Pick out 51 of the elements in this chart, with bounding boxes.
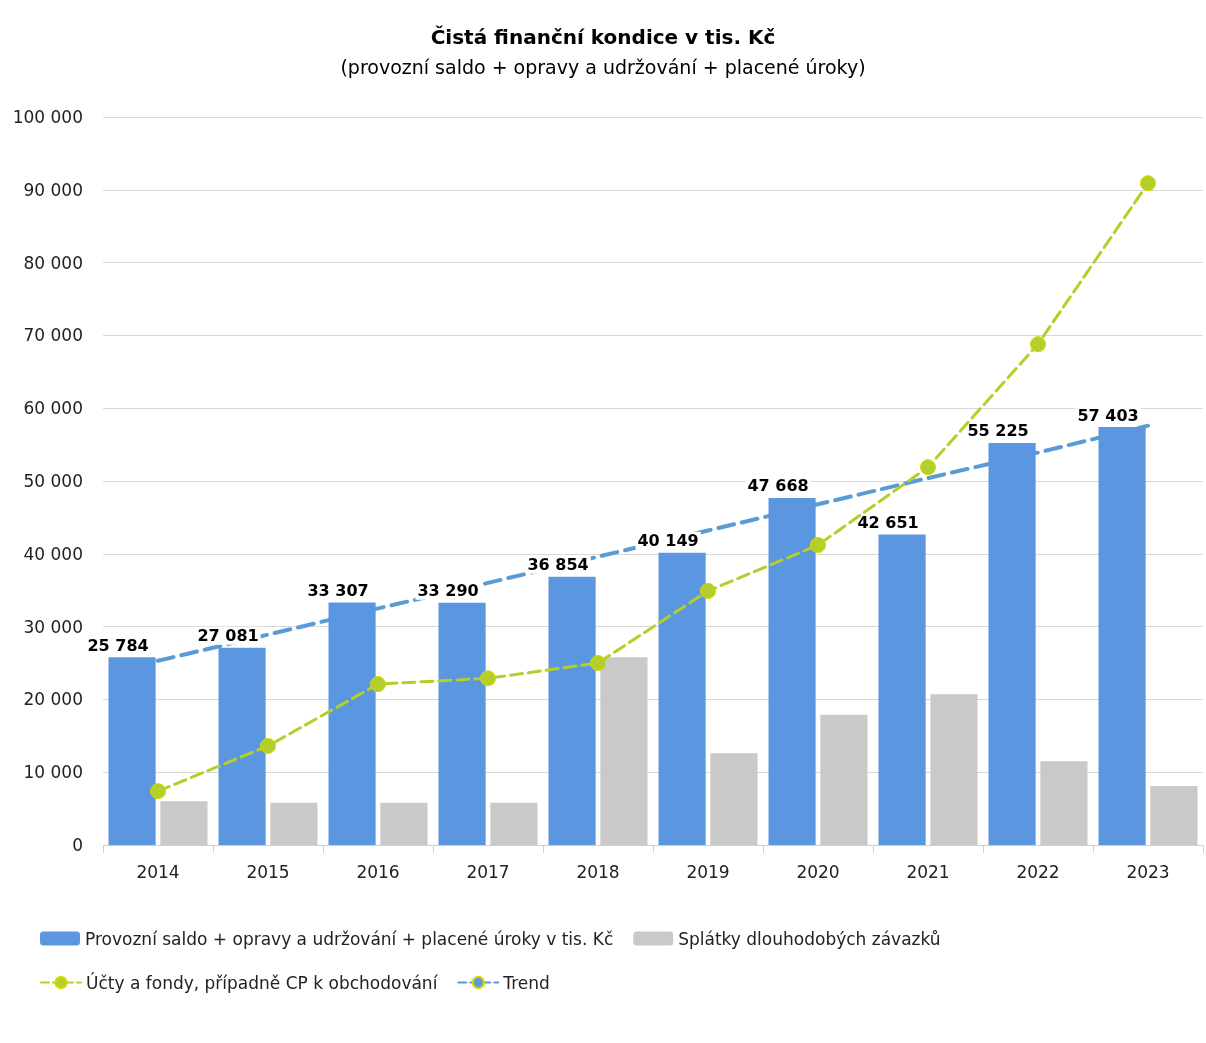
- data-label: 55 225: [967, 421, 1029, 441]
- point: [370, 676, 386, 693]
- bar: [878, 534, 926, 845]
- x-tick-label: 2018: [576, 861, 620, 882]
- point: [480, 670, 496, 687]
- data-label: 42 651: [857, 513, 919, 532]
- data-label: 33 307: [307, 581, 369, 601]
- bar: [438, 602, 486, 845]
- y-tick-label: 60 000: [23, 398, 83, 419]
- legend-label: Trend: [502, 972, 550, 993]
- data-label: 33 290: [417, 581, 479, 601]
- data-label: 27 081: [197, 626, 259, 646]
- chart-subtitle: (provozní saldo + opravy a udržování + placené úroky): [340, 55, 866, 78]
- y-tick-label: 70 000: [23, 325, 83, 346]
- y-tick-label: 80 000: [23, 252, 83, 273]
- point: [1140, 175, 1156, 192]
- x-tick-label: 2017: [466, 861, 510, 882]
- point: [590, 655, 606, 671]
- y-tick-label: 10 000: [23, 762, 83, 783]
- x-tick-label: 2015: [246, 861, 290, 882]
- data-label: 36 854: [527, 555, 589, 575]
- legend-label: Provozní saldo + opravy a udržování + placené úroky v tis. Kč: [85, 928, 614, 949]
- y-tick-label: 20 000: [23, 689, 83, 710]
- x-tick-label: 2020: [796, 861, 840, 882]
- data-label: 25 784: [87, 635, 149, 655]
- x-tick-label: 2022: [1016, 861, 1060, 882]
- point: [810, 537, 826, 554]
- bar: [548, 576, 596, 845]
- y-tick-label: 90 000: [23, 179, 83, 200]
- y-tick-label: 0: [72, 835, 83, 855]
- data-label: 40 149: [637, 531, 699, 551]
- y-tick-label: 40 000: [23, 543, 83, 564]
- chart-title: Čistá finanční kondice v tis. Kč: [430, 25, 776, 49]
- x-tick-label: 2019: [686, 861, 730, 882]
- y-tick-label: 30 000: [23, 616, 83, 637]
- x-tick-label: 2014: [136, 861, 180, 882]
- y-tick-label: 100 000: [12, 107, 83, 127]
- y-tick-label: 50 000: [23, 471, 83, 491]
- bar: [658, 552, 706, 845]
- data-label: 57 403: [1077, 405, 1139, 425]
- legend-label: Splátky dlouhodobých závazků: [678, 928, 941, 949]
- point: [260, 738, 276, 754]
- point: [150, 783, 166, 800]
- point: [1030, 336, 1046, 353]
- legend-label: Účty a fondy, případně CP k obchodování: [86, 971, 439, 993]
- point: [920, 459, 936, 476]
- x-tick-label: 2023: [1126, 861, 1170, 882]
- point: [700, 582, 716, 599]
- x-tick-label: 2021: [906, 861, 950, 882]
- x-tick-label: 2016: [356, 861, 400, 882]
- data-label: 47 668: [747, 476, 809, 496]
